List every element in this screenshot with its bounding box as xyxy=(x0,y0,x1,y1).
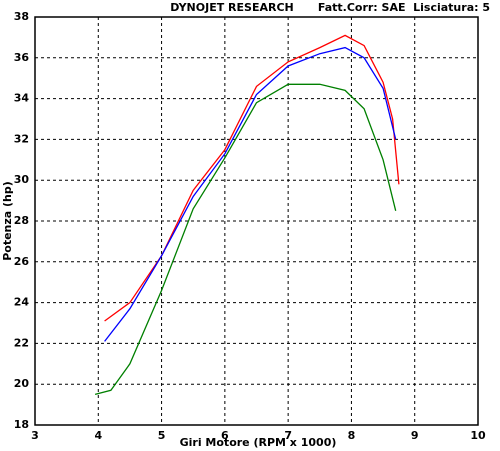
y-tick-label: 30 xyxy=(14,173,30,186)
y-tick-label: 34 xyxy=(14,92,30,105)
x-tick-label: 8 xyxy=(348,429,356,442)
y-tick-label: 22 xyxy=(14,336,29,349)
y-tick-label: 36 xyxy=(14,51,30,64)
y-tick-label: 38 xyxy=(14,10,29,23)
x-tick-label: 9 xyxy=(411,429,419,442)
chart-subtitle: Fatt.Corr: SAE Lisciatura: 5 xyxy=(318,1,490,14)
y-tick-label: 28 xyxy=(14,214,29,227)
y-tick-label: 26 xyxy=(14,255,30,268)
x-tick-label: 6 xyxy=(221,429,229,442)
y-axis-label: Potenza (hp) xyxy=(1,181,14,261)
y-tick-label: 20 xyxy=(14,377,30,390)
series-line xyxy=(94,83,397,396)
y-tick-label: 18 xyxy=(14,418,29,431)
y-tick-label: 32 xyxy=(14,132,29,145)
x-tick-label: 7 xyxy=(284,429,292,442)
x-axis-label: Giri Motore (RPM x 1000) xyxy=(180,436,337,449)
y-tick-label: 24 xyxy=(14,296,30,309)
x-tick-label: 3 xyxy=(31,429,39,442)
x-tick-label: 10 xyxy=(470,429,486,442)
chart-title: DYNOJET RESEARCH xyxy=(170,1,293,14)
series-line xyxy=(104,46,397,342)
x-tick-label: 4 xyxy=(94,429,102,442)
plot-frame xyxy=(34,16,479,426)
x-tick-label: 5 xyxy=(158,429,166,442)
